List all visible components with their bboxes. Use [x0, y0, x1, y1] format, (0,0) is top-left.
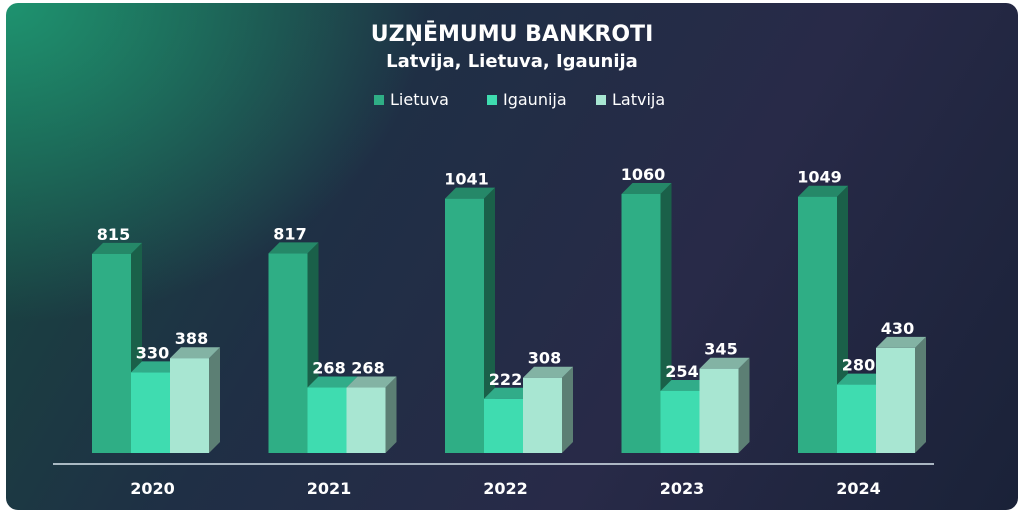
bar-lietuva-2024 [798, 196, 837, 453]
bar-latvija-2024 [876, 347, 915, 453]
data-label: 330 [136, 343, 169, 362]
bar-igaunija-2023 [660, 390, 700, 453]
x-axis-labels: 2020 2021 2022 2023 2024 [130, 479, 881, 498]
data-label: 308 [528, 349, 561, 368]
data-label: 268 [312, 359, 345, 378]
bar-side [915, 336, 926, 453]
data-label: 280 [842, 356, 875, 375]
bar-side [385, 376, 397, 453]
bar-top [484, 387, 534, 399]
legend-item-igaunija: Igaunija [487, 90, 567, 109]
bar-side [738, 357, 750, 453]
chart-panel: UZŅĒMUMU BANKROTI Latvija, Lietuva, Igau… [6, 3, 1018, 510]
bar-latvija-2022 [523, 377, 562, 453]
bar-top [660, 379, 711, 391]
x-tick-label: 2021 [307, 479, 352, 498]
data-label: 1060 [621, 165, 666, 184]
data-label: 345 [704, 340, 737, 359]
x-tick-label: 2024 [836, 479, 881, 498]
x-tick-label: 2020 [130, 479, 175, 498]
bar-lietuva-2020 [92, 253, 131, 453]
data-label: 430 [881, 319, 914, 338]
legend-swatch [374, 95, 384, 105]
bar-top [445, 187, 495, 199]
bar-top [92, 242, 142, 254]
data-label: 1041 [444, 170, 489, 189]
bar-top [837, 373, 887, 385]
bar-latvija-2023 [699, 368, 739, 453]
bar-lietuva-2021 [268, 253, 308, 453]
bar-igaunija-2022 [484, 398, 523, 453]
bar-side [562, 366, 573, 453]
x-tick-label: 2022 [483, 479, 528, 498]
bar-lietuva-2023 [621, 194, 661, 453]
data-label: 388 [175, 329, 208, 348]
bar-top [268, 242, 319, 254]
data-label: 268 [351, 359, 384, 378]
legend-item-lietuva: Lietuva [374, 90, 449, 109]
bar-top [876, 336, 926, 348]
chart-title: UZŅĒMUMU BANKROTI [371, 21, 654, 47]
bar-group-2020: 815 330 388 [92, 225, 220, 453]
bar-chart: UZŅĒMUMU BANKROTI Latvija, Lietuva, Igau… [53, 21, 934, 498]
legend: Lietuva Igaunija Latvija [374, 90, 665, 109]
bar-igaunija-2021 [307, 387, 347, 453]
bar-top [523, 366, 573, 378]
legend-item-latvija: Latvija [596, 90, 665, 109]
legend-swatch [596, 95, 606, 105]
legend-label: Igaunija [503, 90, 567, 109]
bar-top [346, 376, 397, 388]
bar-group-2021: 817 268 268 [268, 224, 397, 453]
bar-igaunija-2024 [837, 384, 876, 453]
bar-igaunija-2020 [131, 372, 170, 453]
bar-group-2024: 1049 280 430 [797, 168, 926, 453]
x-tick-label: 2023 [660, 479, 705, 498]
bar-side [484, 187, 495, 453]
data-label: 1049 [797, 168, 842, 187]
bar-group-2023: 1060 254 345 [621, 165, 750, 453]
bar-group-2022: 1041 222 308 [444, 170, 573, 453]
legend-label: Lietuva [390, 90, 449, 109]
bar-top [798, 185, 848, 197]
legend-swatch [487, 95, 497, 105]
data-label: 815 [97, 225, 130, 244]
data-label: 254 [665, 362, 698, 381]
bar-top [131, 361, 181, 373]
bar-top [307, 376, 358, 388]
bar-top [621, 183, 672, 194]
bar-top [699, 357, 750, 369]
bar-latvija-2020 [170, 358, 209, 453]
legend-label: Latvija [612, 90, 665, 109]
bar-lietuva-2022 [445, 198, 484, 453]
bar-top [170, 347, 220, 359]
data-label: 817 [273, 224, 306, 243]
bar-latvija-2021 [346, 387, 386, 453]
chart-subtitle: Latvija, Lietuva, Igaunija [386, 51, 638, 72]
data-label: 222 [489, 370, 522, 389]
bar-side [209, 347, 220, 453]
